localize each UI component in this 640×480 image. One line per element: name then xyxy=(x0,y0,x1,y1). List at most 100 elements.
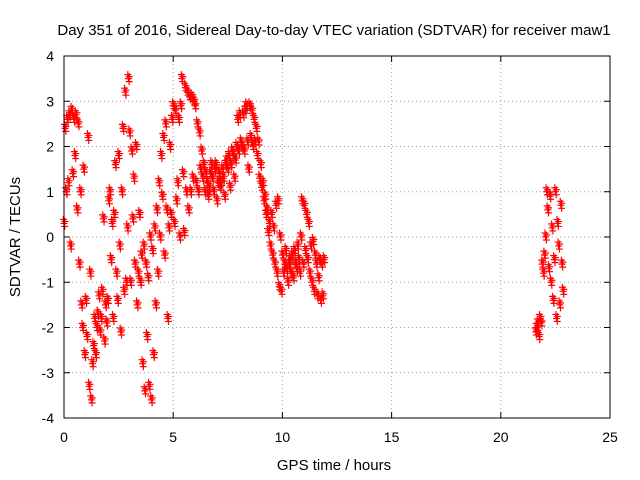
data-point xyxy=(174,177,182,185)
data-point xyxy=(84,331,92,339)
data-point xyxy=(126,127,134,135)
data-point xyxy=(180,168,188,176)
data-point xyxy=(254,150,262,158)
data-point xyxy=(119,186,127,194)
data-point xyxy=(161,249,169,257)
data-point xyxy=(283,245,291,253)
data-point xyxy=(195,186,203,194)
data-point xyxy=(74,204,82,212)
data-point xyxy=(130,213,138,221)
data-point xyxy=(278,285,286,293)
data-point xyxy=(165,312,173,320)
data-point xyxy=(87,267,95,275)
data-point xyxy=(117,240,125,248)
data-point xyxy=(122,86,130,94)
data-point xyxy=(113,267,121,275)
data-point xyxy=(89,358,97,366)
data-point xyxy=(554,217,562,225)
data-point xyxy=(198,145,206,153)
data-point xyxy=(298,231,306,239)
data-point xyxy=(108,254,116,262)
data-point xyxy=(99,285,107,293)
data-point xyxy=(86,380,94,388)
data-point xyxy=(152,222,160,230)
x-tick-label: 20 xyxy=(493,429,509,445)
x-tick-label: 10 xyxy=(275,429,291,445)
data-point xyxy=(546,263,554,271)
data-point xyxy=(112,159,120,167)
data-point xyxy=(83,294,91,302)
data-point xyxy=(253,122,261,130)
data-point xyxy=(141,240,149,248)
data-point xyxy=(168,208,176,216)
data-point xyxy=(146,380,154,388)
data-point xyxy=(306,217,314,225)
data-point xyxy=(77,186,85,194)
data-point xyxy=(553,312,561,320)
data-point xyxy=(255,136,263,144)
data-point xyxy=(275,195,283,203)
data-point xyxy=(304,254,312,262)
data-point xyxy=(176,113,184,121)
data-point xyxy=(137,276,145,284)
data-point xyxy=(192,100,200,108)
data-point xyxy=(128,276,136,284)
data-point xyxy=(67,240,75,248)
data-point xyxy=(154,204,162,212)
data-point xyxy=(557,299,565,307)
data-point xyxy=(196,127,204,135)
data-point xyxy=(135,267,143,275)
y-tick-label: -3 xyxy=(42,365,55,381)
data-point xyxy=(552,186,560,194)
data-point xyxy=(111,208,119,216)
y-tick-label: 4 xyxy=(46,48,54,64)
data-point xyxy=(251,113,259,121)
data-point xyxy=(88,394,96,402)
data-point xyxy=(310,236,318,244)
data-point xyxy=(148,394,156,402)
data-point xyxy=(201,159,209,167)
data-point xyxy=(75,118,83,126)
data-point xyxy=(214,195,222,203)
data-point xyxy=(559,258,567,266)
y-tick-label: -1 xyxy=(42,274,55,290)
data-point xyxy=(155,267,163,275)
data-point xyxy=(133,141,141,148)
data-point xyxy=(301,199,309,207)
data-point xyxy=(90,340,98,348)
x-tick-label: 15 xyxy=(384,429,400,445)
data-point xyxy=(162,118,170,126)
data-point xyxy=(260,177,268,185)
data-point xyxy=(560,285,568,293)
data-point xyxy=(194,118,202,126)
data-point xyxy=(179,73,187,81)
data-point xyxy=(173,195,181,203)
y-tick-label: 0 xyxy=(46,229,54,245)
y-tick-label: 3 xyxy=(46,93,54,109)
data-point xyxy=(213,159,221,167)
x-tick-label: 0 xyxy=(60,429,68,445)
data-point xyxy=(81,163,89,171)
data-point xyxy=(114,294,122,302)
data-point xyxy=(295,240,303,248)
data-point xyxy=(241,145,249,153)
data-point xyxy=(140,358,148,366)
data-point xyxy=(70,168,78,176)
data-point xyxy=(65,177,73,185)
data-point xyxy=(272,258,280,266)
data-point xyxy=(124,222,132,230)
data-point xyxy=(548,276,556,284)
data-point xyxy=(320,290,328,298)
data-point xyxy=(125,73,133,81)
chart-title: Day 351 of 2016, Sidereal Day-to-day VTE… xyxy=(57,22,610,39)
data-point xyxy=(72,150,80,158)
data-point xyxy=(134,299,142,307)
data-point xyxy=(143,258,151,266)
y-tick-label: 1 xyxy=(46,184,54,200)
data-point xyxy=(110,312,118,320)
data-point xyxy=(307,267,315,275)
data-point xyxy=(158,150,166,158)
data-point xyxy=(188,186,196,194)
data-point xyxy=(303,208,311,216)
